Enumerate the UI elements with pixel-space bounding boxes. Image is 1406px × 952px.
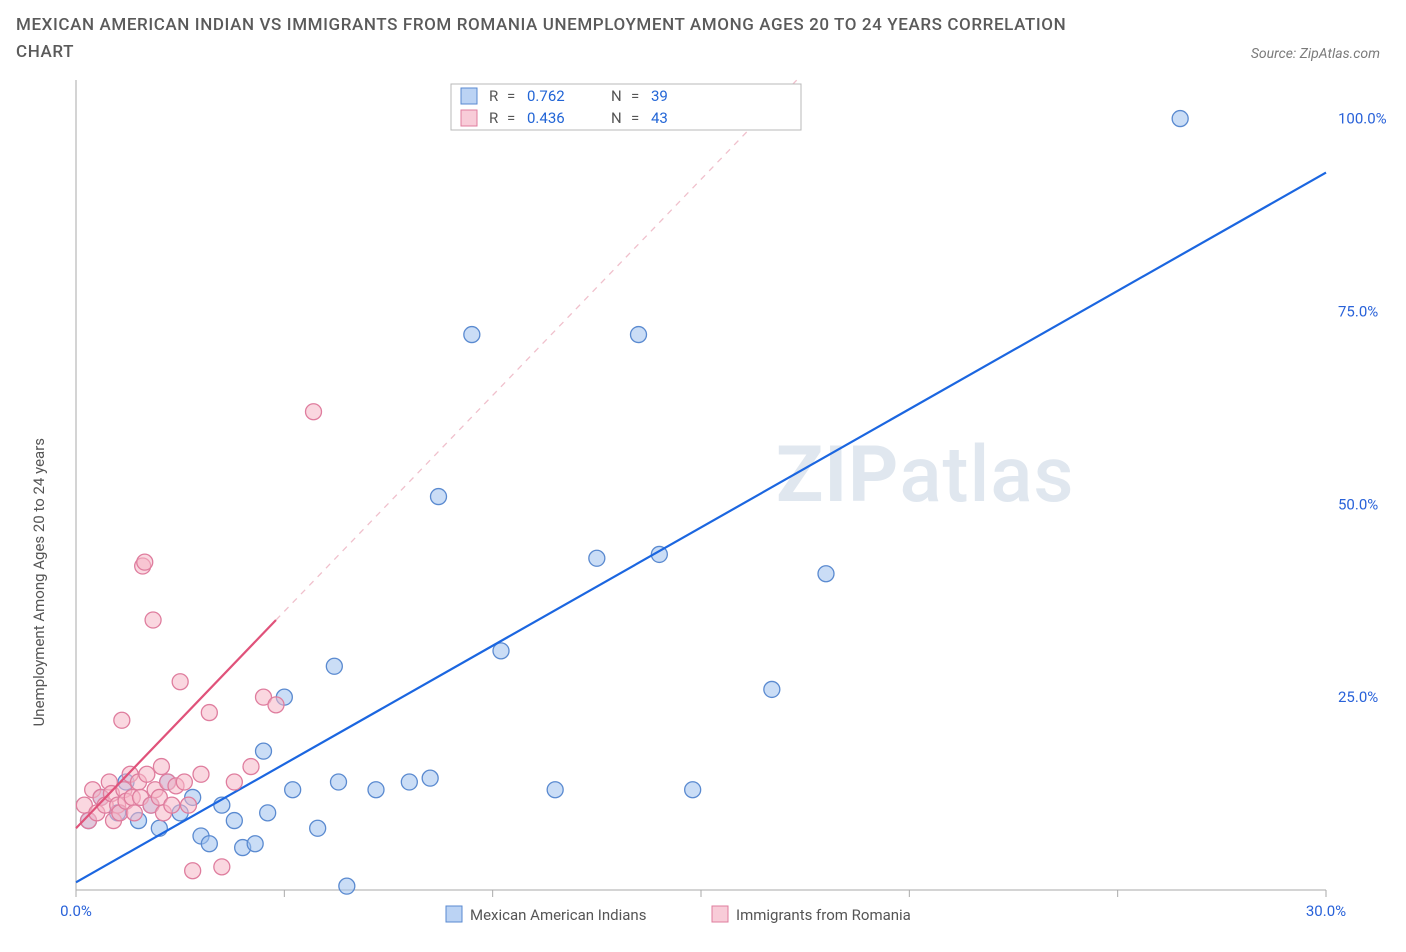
legend-swatch	[712, 906, 728, 922]
point-series-a	[1172, 111, 1188, 127]
point-series-a	[326, 659, 342, 675]
trend-line-b-extension	[276, 80, 797, 620]
y-tick-label: 50.0%	[1338, 496, 1378, 514]
svg-text:43: 43	[651, 109, 668, 127]
point-series-b	[268, 697, 284, 713]
point-series-b	[181, 798, 197, 814]
point-series-b	[193, 767, 209, 783]
legend-label: Immigrants from Romania	[736, 906, 911, 924]
chart-title: MEXICAN AMERICAN INDIAN VS IMMIGRANTS FR…	[16, 12, 1126, 66]
point-series-b	[243, 759, 259, 775]
svg-text:R: R	[489, 87, 498, 105]
trend-line-a	[76, 173, 1326, 883]
point-series-b	[185, 863, 201, 879]
point-series-a	[547, 782, 563, 798]
point-series-b	[172, 674, 188, 690]
point-series-a	[368, 782, 384, 798]
point-series-a	[818, 566, 834, 582]
svg-text:0.762: 0.762	[527, 87, 565, 105]
point-series-b	[226, 774, 242, 790]
point-series-a	[247, 836, 263, 852]
trend-line-b	[76, 620, 276, 828]
legend-correlation: R = 0.762 N = 39 R = 0.436 N = 43	[451, 84, 801, 130]
point-series-b	[176, 774, 192, 790]
point-series-a	[226, 813, 242, 829]
point-series-a	[331, 774, 347, 790]
point-series-a	[464, 327, 480, 343]
x-tick-label: 0.0%	[60, 902, 92, 920]
x-tick-label: 30.0%	[1306, 902, 1346, 920]
source-label: Source: ZipAtlas.com	[1251, 46, 1390, 66]
point-series-a	[589, 551, 605, 567]
point-series-b	[126, 805, 142, 821]
point-series-b	[114, 713, 130, 729]
point-series-a	[685, 782, 701, 798]
point-series-b	[137, 555, 153, 571]
point-series-b	[153, 759, 169, 775]
point-series-a	[401, 774, 417, 790]
point-series-a	[201, 836, 217, 852]
point-series-a	[764, 682, 780, 698]
point-series-a	[285, 782, 301, 798]
watermark: ZIPatlas	[776, 431, 1075, 522]
point-series-a	[422, 771, 438, 787]
legend-swatch	[461, 110, 477, 126]
point-series-a	[631, 327, 647, 343]
chart-container: ZIPatlas 0.0% 30.0% 25.0% 50.0% 75.0% 100.0% Un…	[16, 70, 1390, 940]
y-tick-label: 100.0%	[1338, 110, 1387, 128]
y-axis-title: Unemployment Among Ages 20 to 24 years	[30, 438, 48, 726]
legend-swatch	[446, 906, 462, 922]
point-series-a	[339, 879, 355, 895]
point-series-b	[164, 798, 180, 814]
point-series-b	[306, 404, 322, 420]
svg-text:=: =	[507, 109, 515, 127]
svg-text:0.436: 0.436	[527, 109, 565, 127]
svg-text:=: =	[507, 87, 515, 105]
legend-series: Mexican American Indians Immigrants from …	[446, 906, 911, 924]
svg-text:=: =	[631, 87, 639, 105]
point-series-a	[310, 821, 326, 837]
point-series-b	[201, 705, 217, 721]
legend-label: Mexican American Indians	[470, 906, 646, 924]
point-series-b	[145, 612, 161, 628]
svg-text:N: N	[611, 109, 622, 127]
y-tick-label: 25.0%	[1338, 689, 1378, 707]
legend-swatch	[461, 88, 477, 104]
point-series-b	[139, 767, 155, 783]
svg-text:=: =	[631, 109, 639, 127]
svg-text:39: 39	[651, 87, 668, 105]
svg-text:R: R	[489, 109, 498, 127]
point-series-a	[256, 744, 272, 760]
point-series-a	[431, 489, 447, 505]
y-tick-label: 75.0%	[1338, 303, 1378, 321]
svg-text:N: N	[611, 87, 622, 105]
scatter-chart: ZIPatlas 0.0% 30.0% 25.0% 50.0% 75.0% 100.0% Un…	[16, 70, 1392, 940]
point-series-b	[214, 859, 230, 875]
point-series-a	[260, 805, 276, 821]
